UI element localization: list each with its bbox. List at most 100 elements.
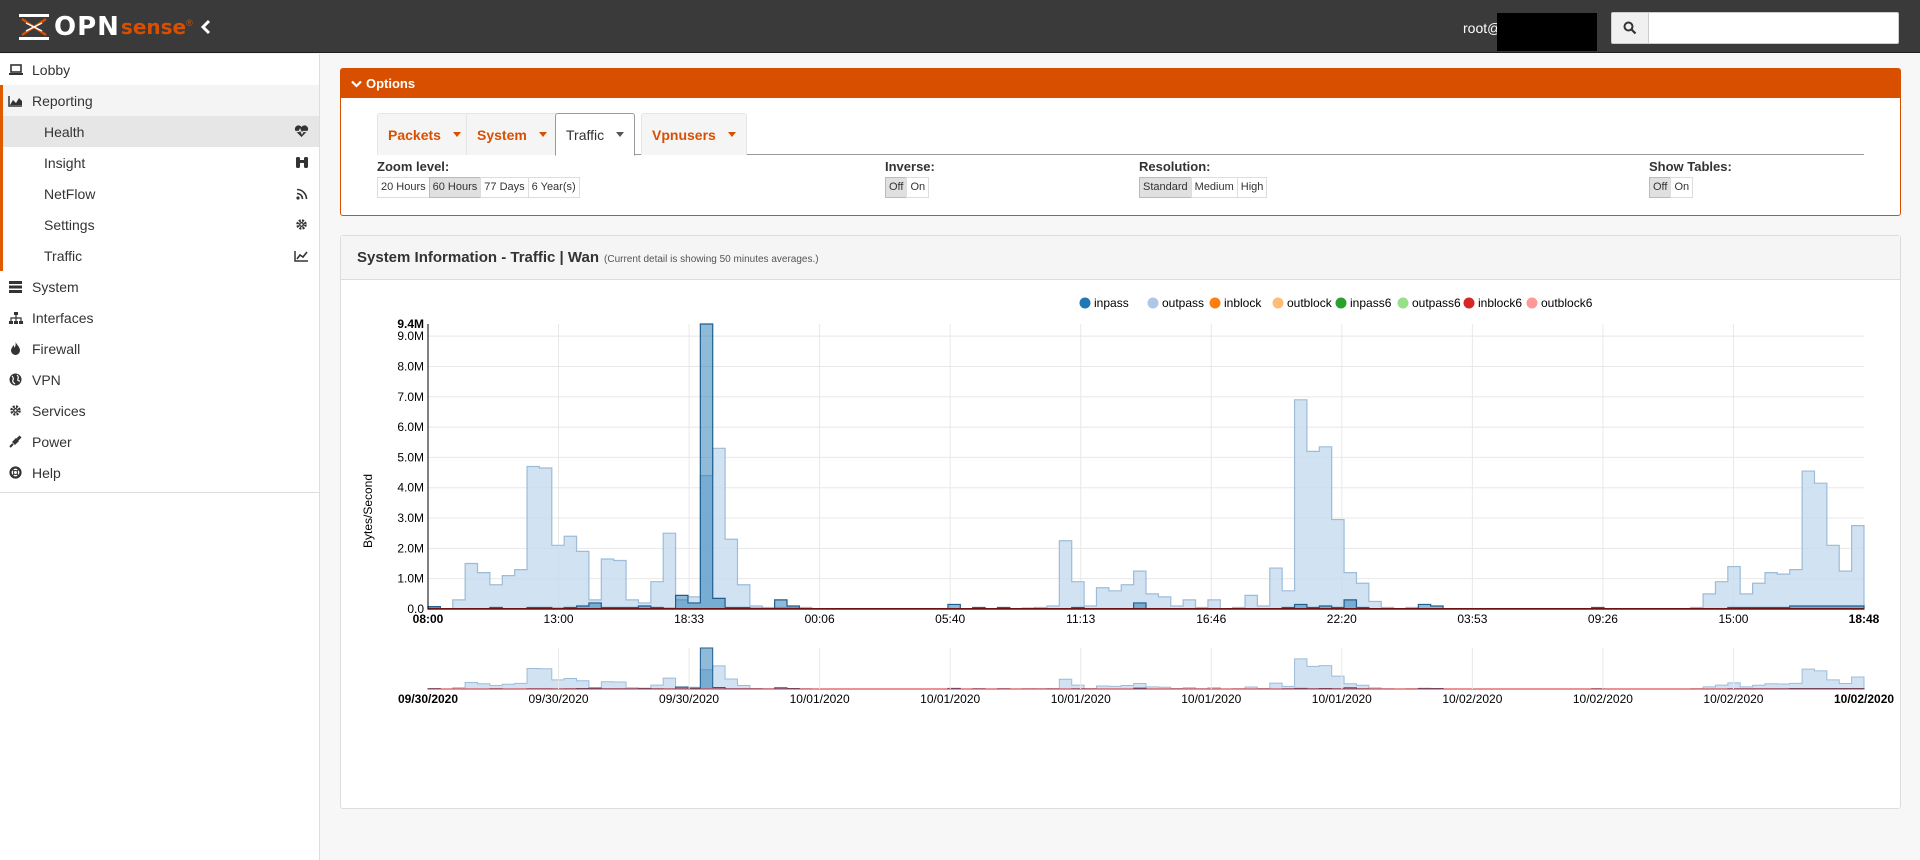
resolution-standard-button[interactable]: Standard <box>1139 177 1192 198</box>
tab-label: Vpnusers <box>652 126 716 143</box>
navigator-inpass-area <box>427 647 1865 690</box>
sidebar-subitem-insight[interactable]: Insight <box>0 147 319 178</box>
navigator-tick-label: 09/30/2020 <box>529 692 589 706</box>
zoom-6-years-button[interactable]: 6 Year(s) <box>527 177 580 198</box>
y-tick-label: 4.0M <box>397 481 424 495</box>
logo-trademark: ® <box>186 18 193 28</box>
legend-swatch-outblock <box>1272 297 1284 309</box>
legend-label-inblock6: inblock6 <box>1478 296 1522 310</box>
panel-header: System Information - Traffic | Wan (Curr… <box>341 236 1900 280</box>
y-tick-label: 9.0M <box>397 329 424 343</box>
sidebar-item-power[interactable]: Power <box>0 426 319 457</box>
sidebar-item-label: NetFlow <box>44 185 96 202</box>
tab-packets[interactable]: Packets <box>377 113 472 155</box>
sidebar-item-label: Firewall <box>32 340 81 357</box>
resolution-high-button[interactable]: High <box>1236 177 1268 198</box>
caret-down-icon <box>452 132 461 137</box>
legend-label-outpass: outpass <box>1162 296 1204 310</box>
y-tick-label: 8.0M <box>397 359 424 373</box>
logo-opn-text: OPN <box>54 12 120 42</box>
navigator-tick-label: 10/01/2020 <box>790 692 850 706</box>
show-tables-group: Show Tables: Off On <box>1649 159 1732 198</box>
sidebar-item-system[interactable]: System <box>0 271 319 302</box>
sidebar-divider <box>0 492 319 493</box>
chevron-left-icon <box>200 19 211 35</box>
plug-icon <box>8 434 23 449</box>
navigator-tick-label: 09/30/2020 <box>398 692 458 706</box>
options-header[interactable]: Options <box>341 69 1900 98</box>
navigator-tick-label: 10/01/2020 <box>1181 692 1241 706</box>
show-tables-on-button[interactable]: On <box>1670 177 1694 198</box>
top-navbar: OPN sense ® root@ <box>0 0 1920 53</box>
sidebar-item-label: Power <box>32 433 72 450</box>
sidebar-item-label: Health <box>44 123 85 140</box>
sidebar-subitem-health[interactable]: Health <box>0 116 319 147</box>
show-tables-off-button[interactable]: Off <box>1649 177 1672 198</box>
redacted-hostname <box>1497 13 1597 51</box>
legend-label-outpass6: outpass6 <box>1412 296 1461 310</box>
sidebar-subitem-settings[interactable]: Settings <box>0 209 319 240</box>
x-tick-label: 13:00 <box>544 612 574 626</box>
chart-navigator[interactable]: 09/30/2020 09/30/2020 09/30/2020 10/01/2020… <box>398 647 1894 706</box>
x-tick-label: 22:20 <box>1327 612 1357 626</box>
legend-swatch-inpass <box>1079 297 1091 309</box>
zoom-20-hours-button[interactable]: 20 Hours <box>377 177 430 198</box>
sidebar-item-help[interactable]: Help <box>0 457 319 488</box>
inverse-on-button[interactable]: On <box>906 177 930 198</box>
sidebar-item-label: Lobby <box>32 61 71 78</box>
logo-mark-icon <box>19 14 49 40</box>
x-tick-label: 03:53 <box>1457 612 1487 626</box>
sidebar-subitem-netflow[interactable]: NetFlow <box>0 178 319 209</box>
tab-traffic[interactable]: Traffic <box>555 113 636 156</box>
legend-swatch-inblock6 <box>1463 297 1475 309</box>
caret-down-icon <box>538 132 547 137</box>
traffic-panel: System Information - Traffic | Wan (Curr… <box>340 235 1901 809</box>
chart-grid <box>428 324 1864 609</box>
search-button[interactable] <box>1611 12 1649 44</box>
tab-system[interactable]: System <box>466 113 558 155</box>
globe-icon <box>8 372 23 387</box>
sidebar-item-firewall[interactable]: Firewall <box>0 333 319 364</box>
binoculars-icon <box>294 155 309 170</box>
y-tick-label: 1.0M <box>397 572 424 586</box>
sidebar-item-reporting[interactable]: Reporting <box>0 85 319 116</box>
chevron-down-icon <box>351 80 362 88</box>
sidebar-item-label: System <box>32 278 79 295</box>
sidebar-item-label: VPN <box>32 371 61 388</box>
sidebar-subitem-traffic[interactable]: Traffic <box>0 240 319 271</box>
x-tick-label: 15:00 <box>1718 612 1748 626</box>
y-max-label: 9.4M <box>397 317 424 331</box>
zoom-level-group: Zoom level: 20 Hours 60 Hours 77 Days 6 … <box>377 159 580 198</box>
sidebar-item-lobby[interactable]: Lobby <box>0 54 319 85</box>
resolution-medium-button[interactable]: Medium <box>1190 177 1238 198</box>
x-tick-label: 18:48 <box>1849 612 1880 626</box>
x-tick-label: 18:33 <box>674 612 704 626</box>
zoom-60-hours-button[interactable]: 60 Hours <box>428 177 482 198</box>
inverse-off-button[interactable]: Off <box>885 177 908 198</box>
navigator-tick-label: 09/30/2020 <box>659 692 719 706</box>
laptop-icon <box>8 62 23 77</box>
y-tick-label: 2.0M <box>397 541 424 555</box>
sidebar-item-services[interactable]: Services <box>0 395 319 426</box>
caret-down-icon <box>727 132 736 137</box>
zoom-77-days-button[interactable]: 77 Days <box>480 177 529 198</box>
user-menu[interactable]: root@ <box>1463 20 1502 36</box>
legend-swatch-outpass <box>1147 297 1159 309</box>
navigator-tick-label: 10/02/2020 <box>1834 692 1894 706</box>
search-input[interactable] <box>1649 12 1899 44</box>
resolution-label: Resolution: <box>1139 159 1211 174</box>
inverse-buttons: Off On <box>885 177 935 198</box>
cog-icon <box>294 217 309 232</box>
navigator-tick-label: 10/02/2020 <box>1442 692 1502 706</box>
tab-vpnusers[interactable]: Vpnusers <box>641 113 747 155</box>
sidebar-item-label: Services <box>32 402 86 419</box>
sidebar-item-interfaces[interactable]: Interfaces <box>0 302 319 333</box>
sidebar-item-label: Reporting <box>32 92 93 109</box>
traffic-chart: inpass outpass inblock outblock inpass6 outpa… <box>361 296 1894 706</box>
navigator-tick-label: 10/01/2020 <box>1051 692 1111 706</box>
sidebar-collapse-button[interactable] <box>194 14 218 40</box>
tab-label: Traffic <box>566 126 605 143</box>
legend-label-inpass: inpass <box>1094 296 1129 310</box>
opnsense-logo[interactable]: OPN sense ® <box>18 12 193 42</box>
sidebar-item-vpn[interactable]: VPN <box>0 364 319 395</box>
